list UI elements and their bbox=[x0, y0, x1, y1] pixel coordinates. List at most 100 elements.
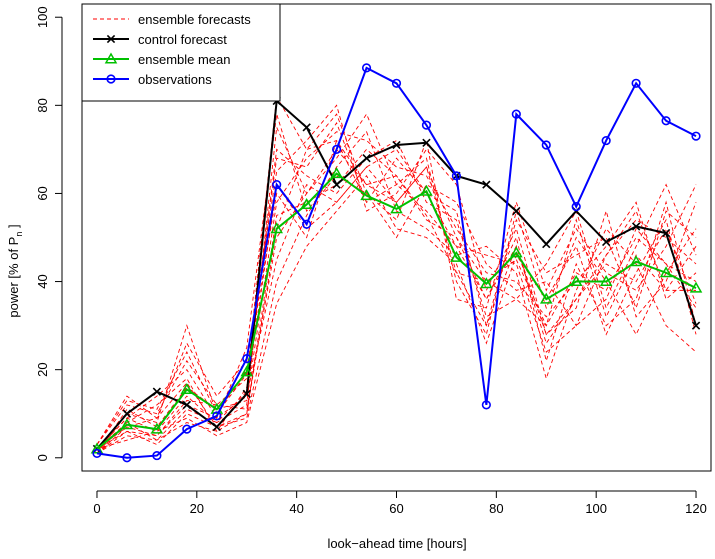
legend-box bbox=[81, 3, 281, 102]
observations-point bbox=[152, 450, 162, 461]
marker-stroke bbox=[691, 321, 701, 330]
observations-point bbox=[421, 120, 432, 130]
ensemble-mean-point bbox=[659, 266, 673, 278]
ensemble-mean-point bbox=[120, 418, 134, 430]
control-forecast-point bbox=[542, 239, 551, 249]
observations-point bbox=[92, 448, 102, 458]
ensemble-mean-point bbox=[150, 422, 164, 434]
legend-label-ensemble-mean: ensemble mean bbox=[138, 52, 231, 67]
legend-marker-control-forecast bbox=[106, 34, 116, 44]
ensemble-mean-point bbox=[629, 255, 643, 267]
y-axis-label-end: ] bbox=[6, 224, 21, 231]
control-forecast-point bbox=[182, 400, 191, 410]
marker-stroke bbox=[122, 409, 132, 418]
marker-stroke bbox=[106, 34, 116, 44]
observations-point bbox=[481, 400, 491, 410]
control-forecast-point bbox=[302, 123, 311, 132]
ensemble-mean-point bbox=[539, 292, 553, 304]
y-axis-label-subscript: n bbox=[14, 232, 24, 237]
ensemble-member-line bbox=[96, 139, 697, 454]
observations-point bbox=[122, 453, 132, 463]
observations-point bbox=[661, 116, 671, 126]
ensemble-mean-point bbox=[330, 167, 343, 179]
y-axis-label-main: power [% of P bbox=[6, 237, 21, 318]
marker-stroke bbox=[242, 389, 251, 399]
control-forecast-point bbox=[691, 321, 701, 330]
ensemble-member-line bbox=[96, 114, 697, 450]
ensemble-mean-point bbox=[390, 202, 403, 214]
observations-point bbox=[541, 140, 551, 150]
marker-stroke bbox=[542, 239, 551, 249]
legend-marker-ensemble-mean bbox=[104, 52, 118, 64]
ensemble-member-line bbox=[96, 121, 697, 445]
x-tick-label: 120 bbox=[685, 501, 707, 516]
observations-point bbox=[691, 131, 701, 141]
y-tick-label: 40 bbox=[35, 274, 50, 288]
x-axis-label: look−ahead time [hours] bbox=[327, 536, 466, 551]
marker-stroke bbox=[602, 237, 611, 247]
observations-point bbox=[361, 63, 372, 73]
legend-label-ensemble-forecasts: ensemble forecasts bbox=[138, 12, 251, 27]
legend-label-control-forecast: control forecast bbox=[138, 32, 227, 47]
control-forecast-point bbox=[242, 389, 251, 399]
control-forecast-point bbox=[482, 180, 491, 189]
ensemble-member-line bbox=[96, 104, 697, 445]
axes: 0 20 40 60 80 100 120 0 20 40 60 80 100 bbox=[35, 3, 712, 516]
y-axis-label: power [% of Pn ] bbox=[6, 224, 24, 317]
ensemble-member-line bbox=[96, 175, 697, 450]
marker-stroke bbox=[182, 400, 191, 410]
ensemble-mean-point bbox=[569, 275, 583, 287]
observations-point bbox=[391, 78, 402, 88]
control-forecast-point bbox=[631, 222, 641, 231]
marker-stroke bbox=[631, 222, 641, 231]
control-forecast-point bbox=[362, 154, 371, 163]
ensemble-member-line bbox=[96, 148, 697, 454]
control-forecast-point bbox=[512, 206, 521, 216]
marker-stroke bbox=[212, 422, 221, 432]
legend-marker-observations bbox=[106, 74, 116, 84]
x-tick-label: 100 bbox=[585, 501, 607, 516]
marker-stroke bbox=[422, 138, 431, 147]
observations-point bbox=[451, 171, 462, 181]
ensemble-mean-point bbox=[270, 222, 283, 234]
marker-stroke bbox=[512, 206, 521, 216]
ensemble-member-line bbox=[96, 166, 697, 450]
observations-point bbox=[631, 78, 641, 88]
ensemble-member-line bbox=[96, 130, 697, 450]
legend: ensemble forecasts control forecast ensemb… bbox=[81, 3, 281, 102]
ensemble-mean-point bbox=[180, 382, 194, 394]
observations-point bbox=[212, 411, 222, 421]
marker-stroke bbox=[152, 387, 162, 396]
ensemble-member-line bbox=[96, 140, 697, 454]
x-tick-label: 0 bbox=[93, 501, 100, 516]
observations-point bbox=[601, 135, 611, 146]
ensemble-member-line bbox=[96, 148, 697, 450]
ensemble-mean-point bbox=[420, 184, 433, 196]
x-tick-label: 40 bbox=[289, 501, 303, 516]
control-forecast-point bbox=[122, 409, 132, 418]
legend-label-observations: observations bbox=[138, 72, 212, 87]
control-forecast-point bbox=[332, 180, 341, 189]
ensemble-member-line bbox=[96, 95, 697, 445]
observations-point bbox=[272, 180, 282, 190]
control-forecast-point bbox=[602, 237, 611, 247]
observations-point bbox=[182, 424, 192, 434]
ensemble-mean-point bbox=[450, 250, 463, 262]
ensemble-member-line bbox=[96, 113, 697, 454]
ensemble-mean-point bbox=[240, 365, 254, 377]
ensemble-mean-point bbox=[300, 197, 313, 209]
ensemble-mean-point bbox=[90, 442, 104, 454]
ensemble-mean-point bbox=[510, 246, 523, 258]
x-tick-label: 20 bbox=[190, 501, 204, 516]
y-tick-label: 100 bbox=[35, 6, 50, 28]
control-forecast-point bbox=[212, 422, 221, 432]
ensemble-mean-point bbox=[480, 277, 493, 289]
marker-stroke bbox=[332, 180, 341, 189]
marker-stroke bbox=[392, 140, 401, 150]
x-tick-label: 80 bbox=[489, 501, 503, 516]
observations-line bbox=[96, 66, 697, 459]
plot-lines bbox=[90, 63, 703, 463]
ensemble-mean-point bbox=[689, 281, 703, 293]
y-tick-label: 80 bbox=[35, 98, 50, 112]
